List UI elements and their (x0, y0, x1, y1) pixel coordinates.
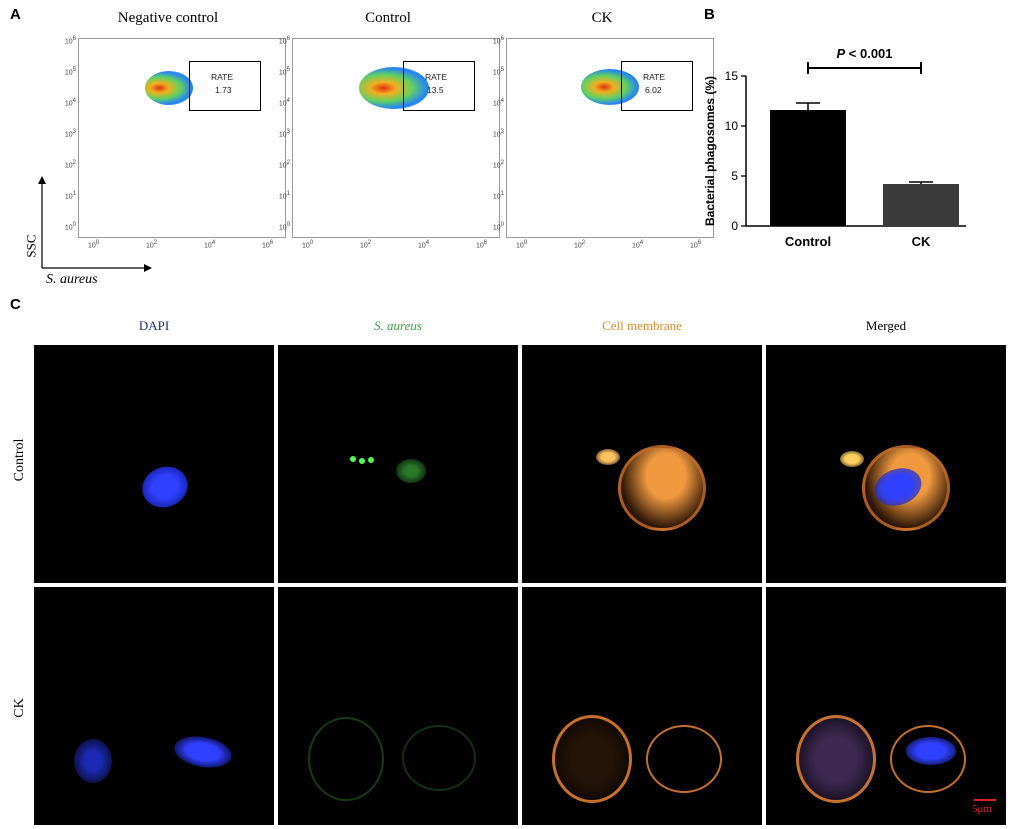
image-ck-saureus (278, 587, 518, 825)
y-tick-label: 101 (278, 191, 290, 201)
x-tick-label: 102 (146, 240, 158, 250)
x-tick-label: 100 (516, 240, 528, 250)
y-tick-label: 101 (64, 191, 76, 201)
y-tick-label: 105 (278, 67, 290, 77)
y-tick-label: 0 (731, 219, 738, 233)
bar-chart: 0 5 10 15 Control CK P < 0.001 Bacterial phagos… (703, 46, 966, 249)
flow-title-control: Control (365, 10, 411, 26)
image-ck-merged: 5μm (766, 587, 1006, 825)
col-head-merged: Merged (865, 318, 907, 333)
y-tick-label: 105 (64, 67, 76, 77)
panel-c-label: C (10, 296, 21, 313)
flow-title-ck: CK (591, 10, 613, 26)
gate-box (621, 61, 693, 111)
y-tick-label: 103 (64, 129, 76, 139)
y-tick-label: 103 (492, 129, 504, 139)
gate-box (189, 61, 261, 111)
x-tick-label: 100 (88, 240, 100, 250)
y-tick-label: 103 (278, 129, 290, 139)
panel-b-label: B (704, 6, 715, 23)
y-tick-label: 104 (64, 98, 76, 108)
x-tick-label: 104 (418, 240, 430, 250)
bar-control (770, 110, 846, 226)
gate-label: RATE (425, 72, 448, 82)
x-tick-label: 102 (360, 240, 372, 250)
x-tick-label: 106 (262, 240, 274, 250)
flow-axis-arrows (38, 176, 152, 272)
col-head-membrane: Cell membrane (602, 318, 682, 333)
y-tick-label: 106 (64, 36, 76, 46)
gate-rate: 6.02 (645, 85, 662, 95)
y-tick-label: 104 (278, 98, 290, 108)
category-label: Control (785, 234, 831, 249)
scale-bar (974, 799, 996, 801)
category-label: CK (912, 234, 931, 249)
y-tick-label: 100 (492, 222, 504, 232)
col-head-saureus: S. aureus (374, 318, 422, 333)
gate-rate: 13.5 (427, 85, 444, 95)
col-head-dapi: DAPI (138, 318, 170, 333)
image-control-merged (766, 345, 1006, 583)
y-tick-label: 10 (725, 119, 739, 133)
y-tick-label: 102 (492, 160, 504, 170)
x-tick-label: 104 (204, 240, 216, 250)
flow-plot-ck: RATE 6.02 (506, 38, 714, 238)
image-control-dapi (34, 345, 274, 583)
y-tick-label: 102 (64, 160, 76, 170)
image-control-saureus (278, 345, 518, 583)
flow-plot-control: RATE 13.5 (292, 38, 500, 238)
scatter-density (359, 67, 429, 109)
flow-plot-negative: RATE 1.73 (78, 38, 286, 238)
image-ck-membrane (522, 587, 762, 825)
scale-bar-label: 5μm (972, 803, 992, 815)
y-tick-label: 102 (278, 160, 290, 170)
image-control-membrane (522, 345, 762, 583)
y-tick-label: 100 (278, 222, 290, 232)
x-tick-label: 100 (302, 240, 314, 250)
gate-label: RATE (211, 72, 234, 82)
y-tick-label: 106 (278, 36, 290, 46)
image-ck-dapi (34, 587, 274, 825)
y-axis-label: Bacterial phagosomes (%) (703, 76, 717, 226)
y-tick-label: 106 (492, 36, 504, 46)
panel-a-label: A (10, 6, 21, 23)
gate-rate: 1.73 (215, 85, 232, 95)
x-tick-label: 104 (632, 240, 644, 250)
scatter-density (581, 69, 639, 105)
saureus-axis-label: S. aureus (46, 272, 98, 287)
row-label-control: Control (12, 438, 27, 482)
row-label-ck: CK (12, 698, 27, 718)
gate-box (403, 61, 475, 111)
y-tick-label: 15 (725, 69, 739, 83)
flow-title-negative: Negative control (117, 10, 219, 26)
x-tick-label: 106 (476, 240, 488, 250)
y-tick-label: 105 (492, 67, 504, 77)
ssc-axis-label: SSC (23, 234, 39, 258)
bar-ck (883, 184, 959, 226)
y-tick-label: 5 (731, 169, 738, 183)
gate-label: RATE (643, 72, 666, 82)
scatter-density (145, 71, 193, 105)
y-tick-label: 100 (64, 222, 76, 232)
y-tick-label: 104 (492, 98, 504, 108)
p-value-annotation: P < 0.001 (836, 46, 892, 61)
x-tick-label: 102 (574, 240, 586, 250)
x-tick-label: 106 (690, 240, 702, 250)
y-tick-label: 101 (492, 191, 504, 201)
